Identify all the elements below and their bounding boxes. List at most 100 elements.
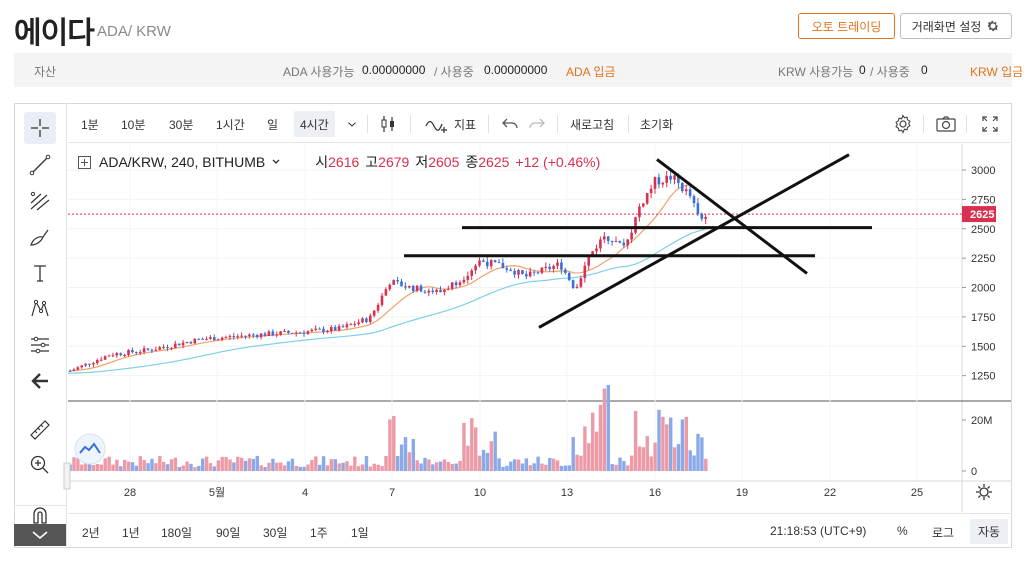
volume-bar xyxy=(298,466,302,471)
legend-high: 2679 xyxy=(378,154,410,170)
candle-body xyxy=(427,290,431,293)
candle-body xyxy=(509,269,512,271)
range-90d[interactable]: 90일 xyxy=(216,526,241,540)
timeframe-dropdown[interactable] xyxy=(345,105,359,143)
krw-deposit-link[interactable]: KRW 입금 xyxy=(970,65,1024,79)
reset-button[interactable]: 초기화 xyxy=(640,117,674,132)
volume-bar xyxy=(181,465,185,471)
candle-body xyxy=(330,327,333,331)
volume-bar xyxy=(423,457,427,471)
toolbar-divider xyxy=(488,115,489,133)
fullscreen-icon xyxy=(982,116,998,132)
text-tool[interactable] xyxy=(24,257,56,289)
volume-bar xyxy=(349,465,353,471)
auto-trading-button[interactable]: 오토 트레이딩 xyxy=(798,13,895,39)
timeframe-1m[interactable]: 1분 xyxy=(81,117,99,132)
legend-symbol[interactable]: ADA/KRW, 240, BITHUMB xyxy=(99,154,266,170)
candle-body xyxy=(107,355,111,357)
drawn-lines[interactable] xyxy=(404,153,872,329)
volume-bar xyxy=(672,447,677,471)
range-1y[interactable]: 1년 xyxy=(122,526,140,540)
fib-tool[interactable] xyxy=(24,185,56,217)
volume-bar xyxy=(567,465,571,471)
log-scale-toggle[interactable]: 로그 xyxy=(932,526,955,540)
pattern-tool[interactable] xyxy=(24,293,56,325)
scroll-handle[interactable] xyxy=(63,462,71,490)
expand-legend-icon[interactable] xyxy=(78,155,91,169)
auto-scale-toggle[interactable]: 자동 xyxy=(970,519,1009,544)
volume-bar xyxy=(544,464,548,471)
timeframe-1h[interactable]: 1시간 xyxy=(216,117,245,132)
chart-settings-button[interactable] xyxy=(893,105,913,143)
redo-button[interactable] xyxy=(527,105,547,143)
candle-body xyxy=(302,332,306,334)
volume-bar xyxy=(119,466,123,471)
candle-body xyxy=(244,335,247,337)
timeframe-30m[interactable]: 30분 xyxy=(169,117,194,132)
timeframe-day[interactable]: 일 xyxy=(267,117,279,132)
back-tool[interactable] xyxy=(24,365,56,397)
range-1d[interactable]: 1일 xyxy=(351,526,369,540)
collapse-toolbar-button[interactable] xyxy=(14,524,66,546)
fullscreen-button[interactable] xyxy=(980,105,1000,143)
undo-button[interactable] xyxy=(500,105,520,143)
candle-body xyxy=(591,251,594,257)
range-180d[interactable]: 180일 xyxy=(161,526,193,540)
axis-settings-icon[interactable] xyxy=(976,484,992,500)
last-price-badge xyxy=(962,206,996,223)
range-2y[interactable]: 2년 xyxy=(82,526,100,540)
crosshair-tool[interactable] xyxy=(24,112,56,144)
candle-body xyxy=(357,322,360,325)
candle-body xyxy=(314,328,317,330)
volume-bar xyxy=(524,458,529,471)
candle-body xyxy=(599,239,602,249)
ruler-tool[interactable] xyxy=(24,414,56,446)
volume-bar xyxy=(80,464,84,471)
krw-available-value: 0 xyxy=(859,63,866,77)
candle-body xyxy=(665,175,668,183)
time-tick-label: 25 xyxy=(911,487,923,499)
candle-body xyxy=(92,363,95,365)
volume-bar xyxy=(329,459,334,471)
candle-body xyxy=(275,334,278,336)
screen-settings-button[interactable]: 거래화면 설정 xyxy=(900,13,1012,39)
ada-deposit-link[interactable]: ADA 입금 xyxy=(566,65,616,79)
range-1w[interactable]: 1주 xyxy=(310,526,328,540)
range-30d[interactable]: 30일 xyxy=(263,526,288,540)
candle-body xyxy=(497,262,501,264)
candle-body xyxy=(564,269,567,273)
chevron-down-icon[interactable] xyxy=(271,157,281,167)
prediction-tool[interactable] xyxy=(24,329,56,361)
refresh-button[interactable]: 새로고침 xyxy=(570,117,615,132)
price-tick-label: 2500 xyxy=(971,224,995,236)
volume-bar xyxy=(458,460,462,471)
volume-bar xyxy=(115,459,119,471)
indicators-button[interactable]: 지표 xyxy=(424,105,476,143)
magnet-tool[interactable] xyxy=(24,499,56,531)
candle-body xyxy=(294,332,298,334)
candle-body xyxy=(657,177,661,185)
camera-icon xyxy=(936,116,956,132)
timeframe-4h[interactable]: 4시간 xyxy=(294,111,335,137)
volume-bar xyxy=(602,388,607,471)
screenshot-button[interactable] xyxy=(935,105,957,143)
brush-tool[interactable] xyxy=(24,221,56,253)
volume-bar xyxy=(216,460,220,471)
volume-bar xyxy=(138,456,142,471)
chart-type-button[interactable] xyxy=(378,105,398,143)
candle-body xyxy=(283,330,286,332)
percent-scale-toggle[interactable]: % xyxy=(897,524,908,538)
candle-body xyxy=(435,289,438,293)
volume-bar xyxy=(290,458,295,471)
candle-body xyxy=(505,268,509,270)
timeframe-10m[interactable]: 10분 xyxy=(121,117,146,132)
zoom-tool[interactable] xyxy=(24,449,56,481)
candle-body xyxy=(310,329,314,332)
volume-bar xyxy=(103,458,107,471)
volume-bar xyxy=(493,431,497,471)
trend-line-tool[interactable] xyxy=(24,149,56,181)
candle-body xyxy=(193,338,197,344)
volume-bar xyxy=(333,459,337,471)
candle-body xyxy=(411,285,415,291)
